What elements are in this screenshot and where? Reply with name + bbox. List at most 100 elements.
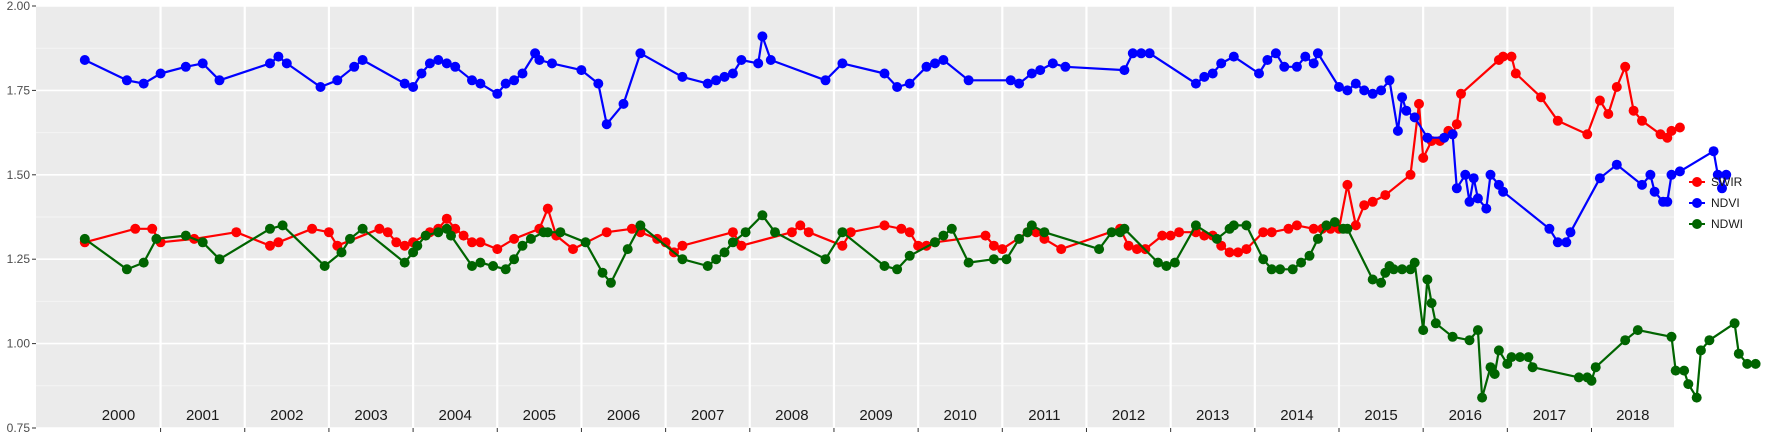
data-point-ndwi [1376, 277, 1387, 288]
data-point-ndwi [500, 264, 511, 275]
data-point-ndvi [765, 55, 776, 65]
year-label: 2012 [1112, 407, 1145, 424]
data-point-swir [1456, 88, 1466, 99]
data-point-ndwi [1729, 318, 1740, 329]
data-point-ndwi [740, 227, 751, 238]
year-label: 2009 [859, 407, 892, 424]
legend: SWIR NDVI NDWI [1689, 175, 1743, 231]
data-point-ndwi [1304, 250, 1315, 261]
data-point-ndvi [315, 82, 326, 92]
data-point-swir [1536, 92, 1546, 103]
data-point-ndvi [1561, 237, 1572, 248]
year-label: 2014 [1280, 407, 1313, 424]
data-point-swir [307, 223, 318, 234]
data-point-ndvi [1014, 78, 1025, 89]
data-point-ndvi [1392, 125, 1403, 136]
data-point-ndvi [1228, 51, 1239, 62]
data-point-ndwi [988, 254, 999, 265]
data-point-ndvi [1481, 203, 1492, 214]
data-point-ndvi [534, 55, 545, 65]
data-point-ndwi [121, 264, 132, 275]
data-point-ndwi [151, 233, 162, 244]
data-point-ndwi [1211, 233, 1222, 244]
data-point-swir [997, 244, 1008, 255]
year-label: 2001 [186, 407, 219, 424]
data-point-ndwi [1106, 227, 1117, 238]
data-point-ndwi [1418, 325, 1429, 336]
data-point-swir [601, 227, 612, 238]
data-point-ndwi [1409, 257, 1420, 268]
data-point-swir [568, 244, 578, 255]
data-point-ndvi [1350, 78, 1361, 89]
data-point-ndvi [727, 68, 738, 79]
data-point-ndvi [963, 75, 974, 86]
data-point-swir [323, 227, 334, 238]
data-point-ndvi [214, 75, 225, 86]
data-point-ndwi [399, 257, 410, 268]
data-point-ndwi [1001, 254, 1012, 265]
data-point-ndwi [1321, 220, 1332, 231]
data-point-swir [1258, 227, 1269, 238]
data-point-ndvi [702, 78, 713, 89]
data-point-ndvi [1662, 196, 1673, 207]
data-point-swir [441, 213, 452, 224]
data-point-ndvi [1451, 183, 1462, 194]
data-point-ndwi [1472, 325, 1483, 336]
data-point-ndvi [1498, 186, 1509, 197]
data-point-ndvi [930, 58, 940, 69]
data-point-ndvi [938, 55, 949, 65]
legend-marker [1692, 177, 1702, 187]
data-point-ndwi [1527, 362, 1538, 373]
data-point-ndwi [1287, 264, 1298, 275]
data-point-ndwi [1683, 379, 1694, 390]
data-point-ndwi [1119, 223, 1130, 234]
data-point-swir [1291, 220, 1302, 231]
data-point-ndvi [1367, 88, 1378, 99]
legend-item-ndwi: NDWI [1689, 217, 1743, 231]
data-point-ndwi [938, 230, 949, 241]
data-point-swir [1405, 169, 1416, 180]
year-label: 2004 [438, 407, 471, 424]
data-point-ndvi [1035, 65, 1046, 76]
data-point-ndwi [1397, 264, 1408, 275]
data-point-ndvi [757, 31, 768, 42]
data-point-ndvi [1397, 92, 1408, 103]
y-tick-label: 1.75 [7, 83, 31, 97]
data-point-ndvi [424, 58, 435, 69]
data-point-ndwi [597, 267, 608, 278]
data-point-ndwi [1312, 233, 1323, 244]
data-point-swir [1367, 196, 1378, 207]
data-point-swir [382, 227, 393, 238]
data-point-ndwi [1190, 220, 1201, 231]
data-point-ndwi [770, 227, 780, 238]
data-point-swir [1056, 244, 1067, 255]
data-point-ndwi [1026, 220, 1037, 231]
year-label: 2007 [691, 407, 724, 424]
data-point-ndvi [79, 55, 90, 65]
data-point-ndvi [265, 58, 275, 69]
data-point-ndvi [517, 68, 528, 79]
data-point-ndwi [1670, 365, 1681, 376]
data-point-ndvi [273, 51, 284, 62]
data-point-swir [492, 244, 503, 255]
data-point-ndvi [197, 58, 208, 69]
data-point-ndvi [593, 78, 604, 89]
data-point-ndvi [1136, 48, 1147, 59]
data-point-ndwi [1241, 220, 1252, 231]
data-point-ndwi [1228, 220, 1239, 231]
data-point-swir [1308, 223, 1319, 234]
data-point-swir [374, 223, 385, 234]
data-point-swir [273, 237, 284, 248]
data-point-ndwi [214, 254, 225, 265]
data-point-ndwi [1094, 244, 1105, 255]
data-point-ndwi [635, 220, 646, 231]
data-point-ndwi [197, 237, 208, 248]
data-point-ndvi [408, 82, 419, 92]
data-point-swir [1414, 98, 1424, 109]
data-point-ndwi [1266, 264, 1277, 275]
data-point-ndwi [1161, 261, 1172, 271]
data-point-ndwi [525, 233, 536, 244]
data-point-ndvi [1409, 112, 1420, 123]
data-point-ndwi [1275, 264, 1286, 275]
data-point-swir [1132, 244, 1142, 255]
